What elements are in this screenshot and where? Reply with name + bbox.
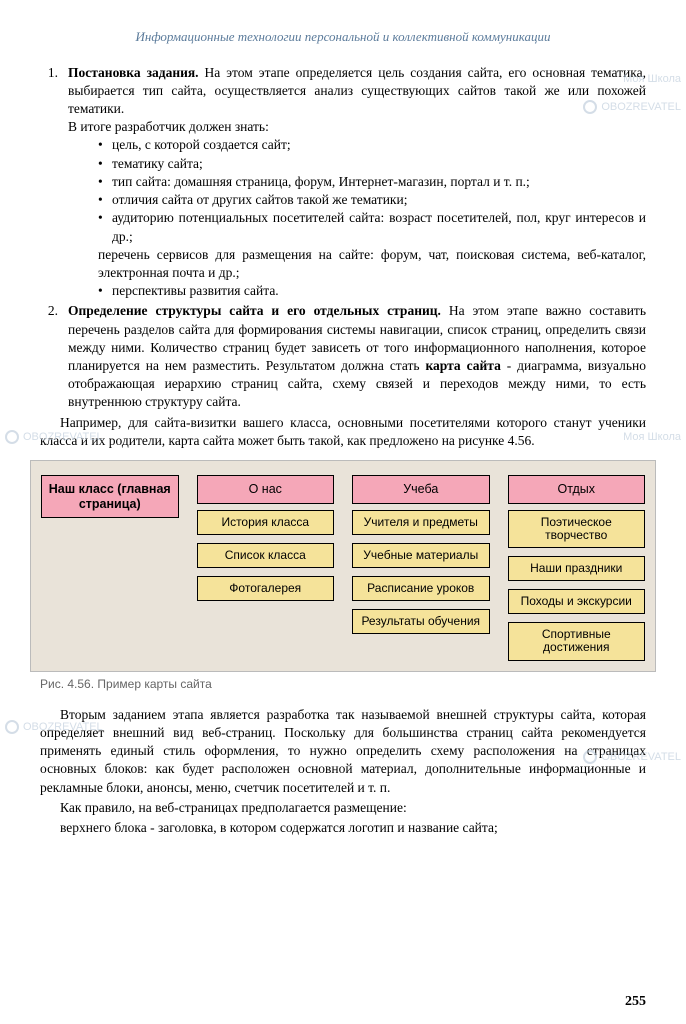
watermark: Моя Школа <box>623 72 681 87</box>
diagram-caption: Рис. 4.56. Пример карты сайта <box>40 676 646 692</box>
bullet: •цель, с которой создается сайт; <box>98 136 646 154</box>
item-number: 2. <box>40 302 68 411</box>
subnode: Учителя и предметы <box>352 510 490 535</box>
bullet: •тематику сайта; <box>98 155 646 173</box>
item1-lead: Постановка задания. На этом этапе опреде… <box>68 65 646 116</box>
watermark: OBOZREVATEL <box>5 720 103 735</box>
para-top-block: верхнего блока - заголовка, в котором со… <box>40 819 646 837</box>
subnode: Поэтическое творчество <box>508 510 646 548</box>
watermark: Моя Школа <box>623 430 681 445</box>
para-external-structure: Вторым заданием этапа является разработк… <box>40 706 646 797</box>
main-content: 1. Постановка задания. На этом этапе опр… <box>40 64 646 838</box>
diagram-col-rest: Отдых Поэтическое творчество Наши праздн… <box>508 475 646 661</box>
subnode: Спортивные достижения <box>508 622 646 660</box>
sitemap-diagram: Наш класс (главная страница) О нас Истор… <box>30 460 656 672</box>
bullet: •аудиторию потенциальных посетителей сай… <box>98 209 646 245</box>
list-item-2: 2. Определение структуры сайта и его отд… <box>40 302 646 411</box>
watermark: OBOZREVATEL <box>583 750 681 765</box>
subnode: Расписание уроков <box>352 576 490 601</box>
subnode: Наши праздники <box>508 556 646 581</box>
item1-intro: В итоге разработчик должен знать: <box>68 118 646 136</box>
para-layout-intro: Как правило, на веб-страницах предполага… <box>40 799 646 817</box>
page-header: Информационные технологии персональной и… <box>40 28 646 46</box>
watermark: OBOZREVATEL <box>583 100 681 115</box>
node-rest: Отдых <box>508 475 646 503</box>
subnode: Результаты обучения <box>352 609 490 634</box>
bullet: •перспективы развития сайта. <box>98 282 646 300</box>
bullet: •отличия сайта от других сайтов такой же… <box>98 191 646 209</box>
bullet: •тип сайта: домашняя страница, форум, Ин… <box>98 173 646 191</box>
node-study: Учеба <box>352 475 490 503</box>
subnode: Фотогалерея <box>197 576 335 601</box>
diagram-col-main: Наш класс (главная страница) <box>41 475 179 524</box>
subnode: Учебные материалы <box>352 543 490 568</box>
subnode: История класса <box>197 510 335 535</box>
diagram-col-about: О нас История класса Список класса Фотог… <box>197 475 335 601</box>
watermark: OBOZREVATEL <box>5 430 103 445</box>
list-item-1: 1. Постановка задания. На этом этапе опр… <box>40 64 646 301</box>
page-number: 255 <box>625 993 646 1012</box>
node-main: Наш класс (главная страница) <box>41 475 179 518</box>
bullet-continuation: перечень сервисов для размещения на сайт… <box>68 246 646 282</box>
node-about: О нас <box>197 475 335 503</box>
diagram-col-study: Учеба Учителя и предметы Учебные материа… <box>352 475 490 634</box>
example-para: Например, для сайта-визитки вашего класс… <box>40 414 646 450</box>
subnode: Список класса <box>197 543 335 568</box>
item-number: 1. <box>40 64 68 301</box>
subnode: Походы и экскурсии <box>508 589 646 614</box>
